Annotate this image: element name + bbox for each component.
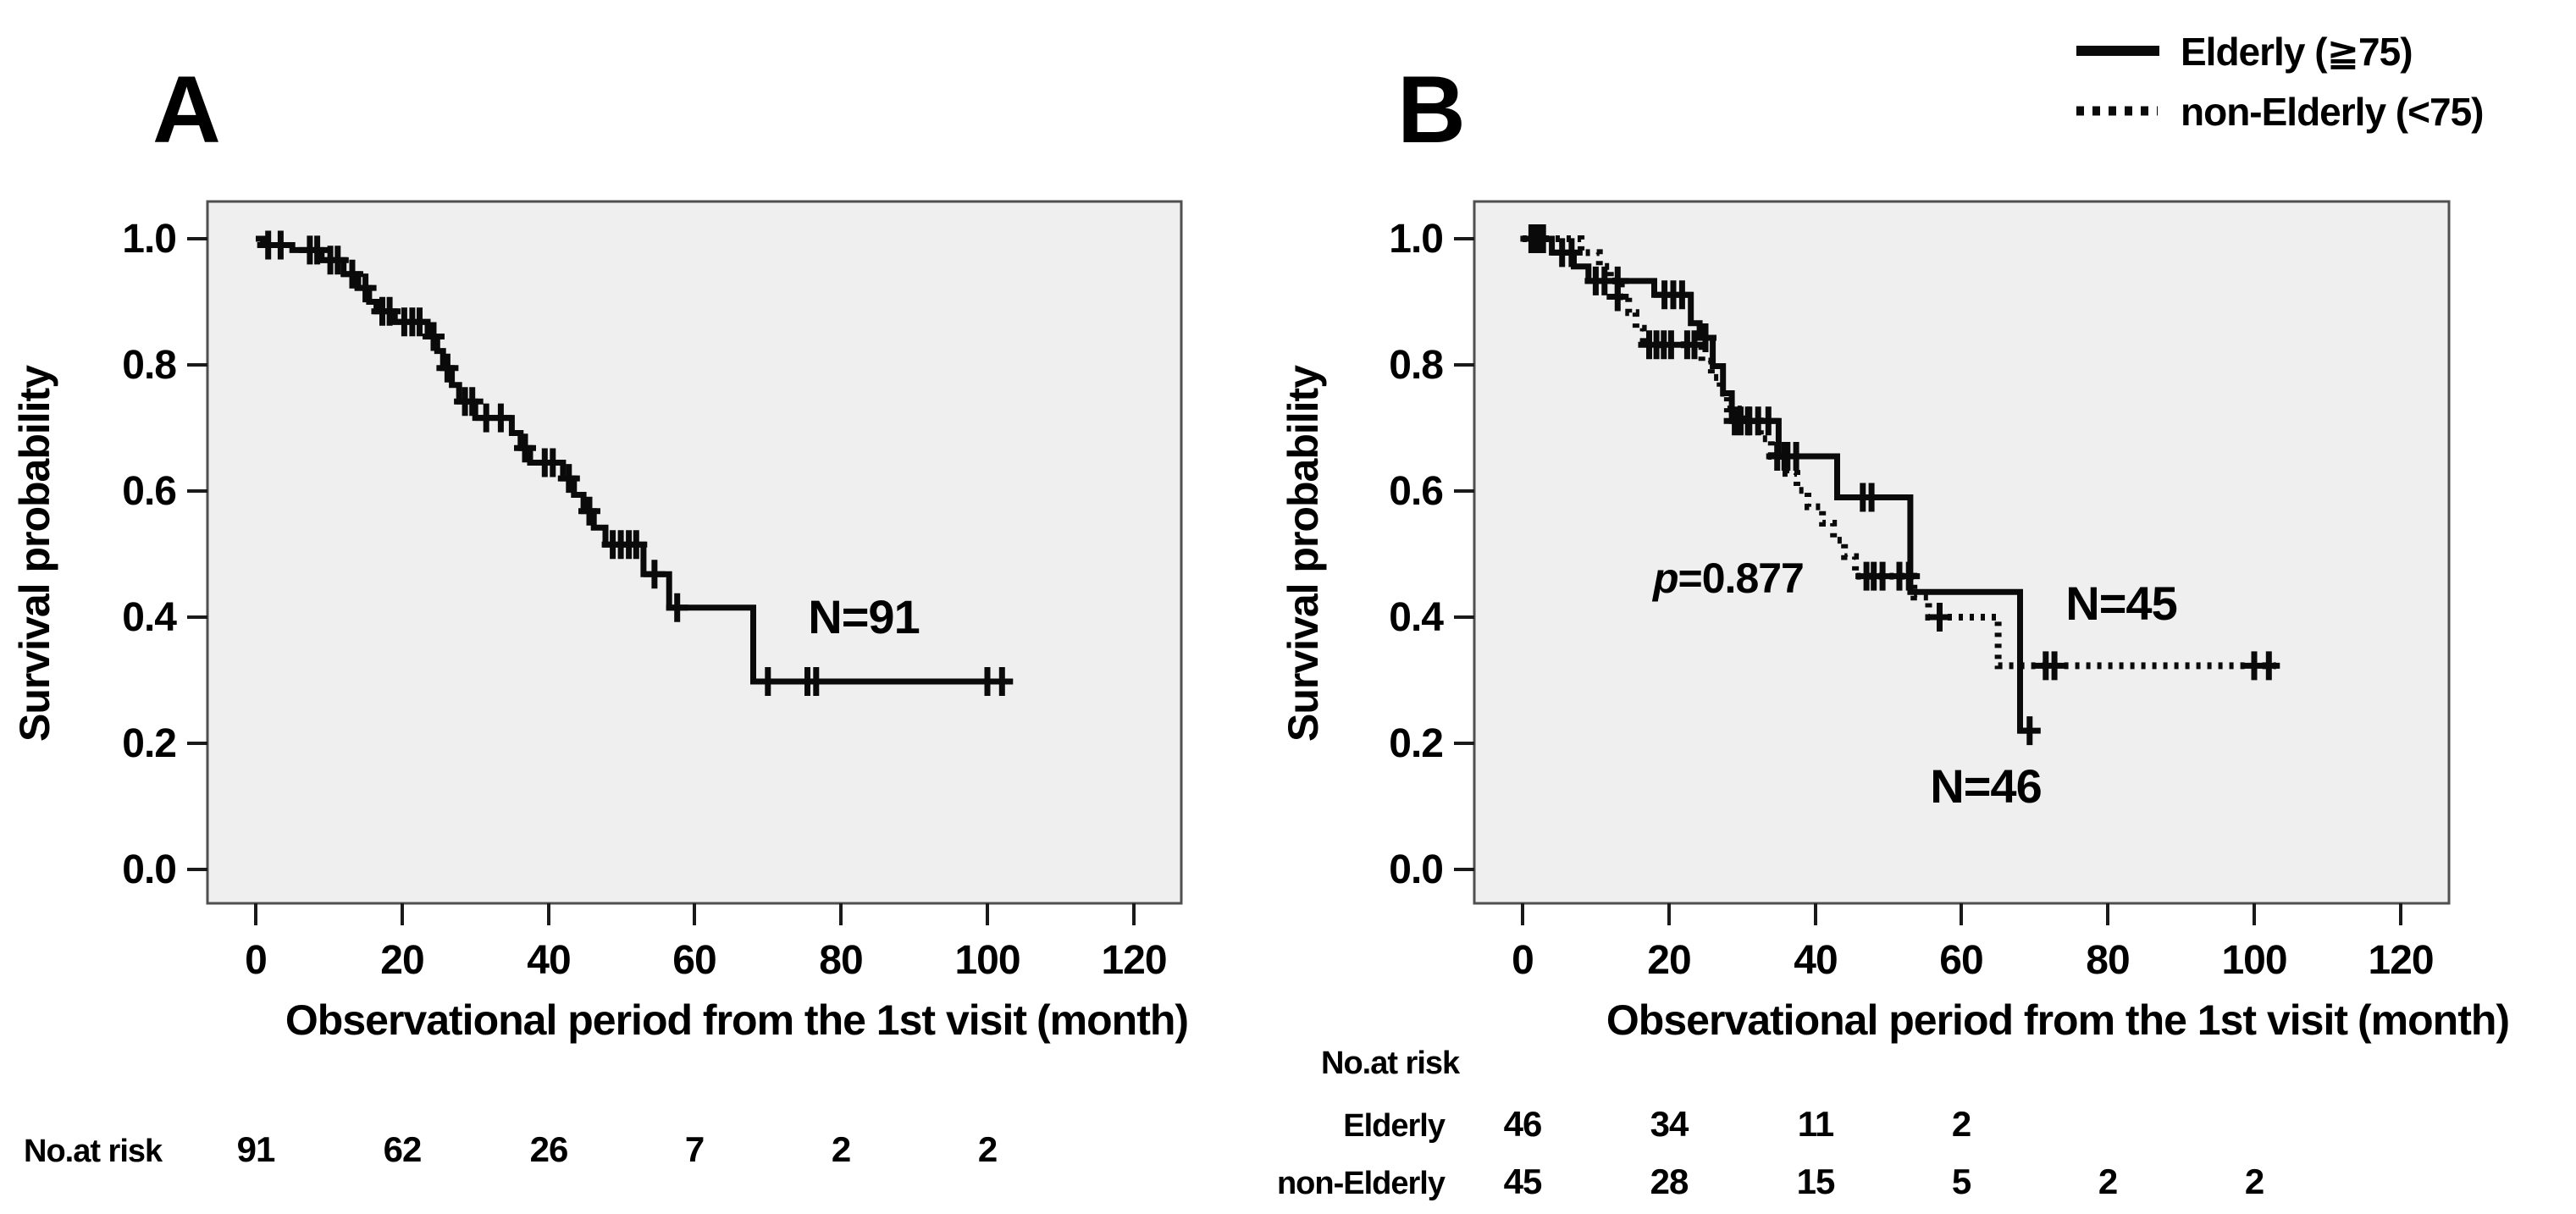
y-tick-label: 0.4 [122,595,177,640]
panel-a-y-ticks [187,237,207,871]
panel-b-y-axis-title: Survival probability [1280,365,1327,742]
legend-non-elderly-label: non-Elderly (<75) [2181,90,2483,134]
x-tick-label: 20 [380,938,423,983]
x-tick-label: 100 [954,938,1020,983]
y-tick-label: 0.0 [122,847,176,892]
x-tick-label: 100 [2221,938,2286,983]
panel-a-x-ticks [254,903,1136,925]
risk-table-label: No.at risk [24,1134,163,1169]
risk-value: 2 [2098,1162,2117,1201]
panel-b-n-dotted-annotation: N=45 [2065,577,2176,630]
y-tick-label: 0.2 [122,721,176,766]
panel-b-plot-area [1473,200,2451,905]
risk-table-label: No.at risk [1321,1046,1461,1081]
y-tick-label: 1.0 [1389,217,1443,262]
y-tick-label: 0.8 [1389,343,1443,388]
panel-b-p-value: p=0.877 [1651,555,1804,602]
censor-marks-non-elderly [1520,224,2280,681]
risk-value: 2 [1952,1104,1971,1144]
panel-a-x-tick-labels: 0 20 40 60 80 100 120 [245,938,1167,983]
panel-b-curves [1520,224,2280,746]
y-tick-label: 0.6 [1389,469,1443,514]
panel-b-x-tick-labels: 0 20 40 60 80 100 120 [1512,938,2434,983]
risk-value: 26 [530,1129,568,1169]
risk-value: 15 [1797,1162,1835,1201]
risk-value: 46 [1504,1104,1542,1144]
y-tick-label: 1.0 [122,217,176,262]
y-tick-label: 0.0 [1389,847,1443,892]
risk-value: 62 [384,1129,422,1169]
panel-b-y-tick-labels: 0.0 0.2 0.4 0.6 0.8 1.0 [1389,217,1445,892]
panel-a-curves [256,230,1014,696]
panel-b-n-solid-annotation: N=46 [1930,759,2041,813]
y-tick-label: 0.2 [1389,721,1443,766]
risk-value: 7 [685,1129,704,1169]
panel-b: B 0 20 40 60 80 100 120 [1277,57,2510,1201]
panel-a-risk-table: No.at risk 91 62 26 7 2 2 [24,1129,998,1169]
panel-b-letter: B [1397,57,1466,163]
panel-b-risk-table: No.at risk Elderly 46 34 11 2 non-Elderl… [1277,1046,2264,1201]
panel-b-x-axis-title: Observational period from the 1st visit(… [1606,996,2509,1044]
x-tick-label: 40 [1794,938,1837,983]
panel-b-y-ticks [1454,237,1474,871]
legend-elderly-label: Elderly (≧75) [2181,30,2413,74]
censor-marks-all-patients [257,230,1014,696]
x-tick-label: 120 [1101,938,1166,983]
risk-value: 5 [1952,1162,1971,1201]
x-tick-label: 80 [2086,938,2129,983]
panel-b-x-ticks [1521,903,2402,925]
risk-value: 91 [237,1129,275,1169]
x-tick-label: 40 [527,938,570,983]
risk-row-label: Elderly [1343,1108,1446,1144]
panel-a-n-annotation: N=91 [808,590,919,643]
x-tick-label: 80 [819,938,862,983]
x-tick-label: 0 [245,938,267,983]
x-tick-label: 0 [1512,938,1534,983]
x-tick-label: 120 [2368,938,2433,983]
risk-row-label: non-Elderly [1277,1166,1446,1201]
panel-a-letter: A [152,57,221,163]
risk-value: 34 [1650,1104,1689,1144]
x-tick-label: 60 [672,938,716,983]
panel-a-x-axis-title: Observational period from the 1st visit(… [285,996,1188,1044]
x-tick-label: 20 [1647,938,1690,983]
risk-value: 2 [832,1129,850,1169]
y-tick-label: 0.8 [122,343,176,388]
risk-value: 11 [1798,1104,1834,1144]
figure-legend: Elderly (≧75) non-Elderly (<75) [2076,30,2484,134]
panel-a-y-axis-title: Survival probability [11,365,58,742]
y-tick-label: 0.4 [1389,595,1444,640]
risk-value: 2 [2245,1162,2264,1201]
x-tick-label: 60 [1939,938,1982,983]
panel-a: A 0 20 40 60 80 100 120 [11,57,1189,1169]
risk-value: 2 [978,1129,997,1169]
panel-a-plot-area [206,200,1183,905]
risk-value: 28 [1650,1162,1689,1201]
panel-a-y-tick-labels: 0.0 0.2 0.4 0.6 0.8 1.0 [122,217,178,892]
risk-value: 45 [1504,1162,1542,1201]
y-tick-label: 0.6 [122,469,176,514]
